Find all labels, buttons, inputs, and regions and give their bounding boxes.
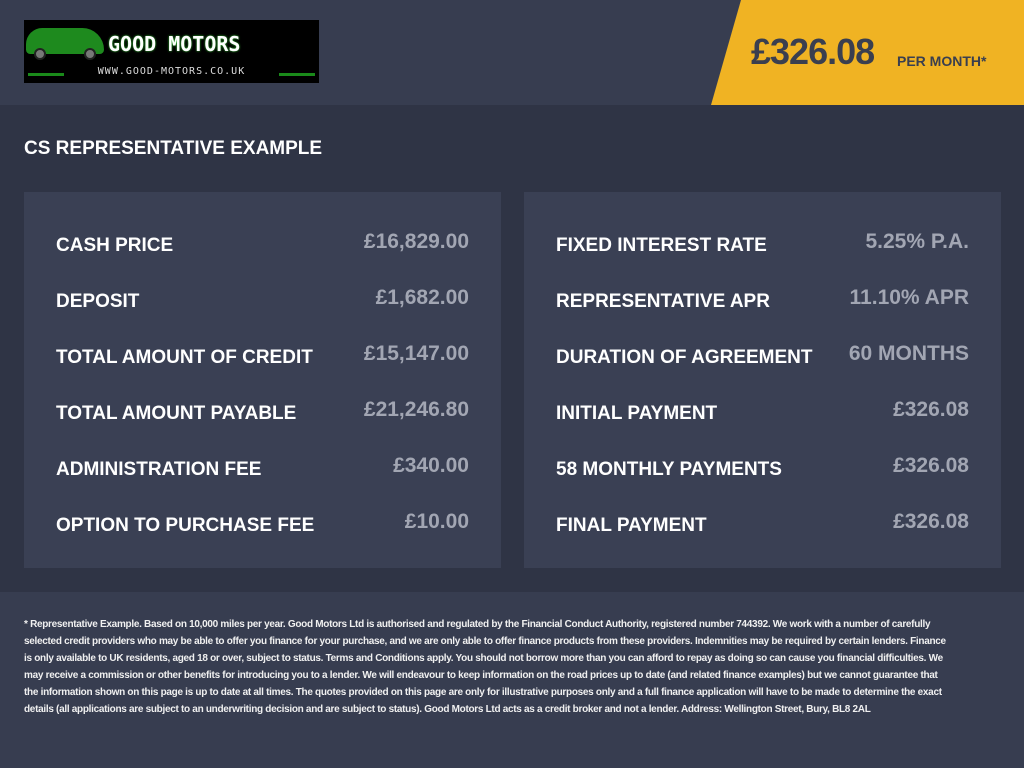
disclaimer-line: credit providers who may be able to offe…: [24, 636, 946, 664]
logo-divider: [279, 73, 315, 76]
row-value: £326.08: [893, 454, 969, 477]
row-value: £1,682.00: [375, 286, 469, 309]
row-label: FINAL PAYMENT: [556, 515, 707, 536]
finance-row: ADMINISTRATION FEE £340.00: [56, 438, 469, 494]
wheel-icon: [84, 48, 96, 60]
row-label: OPTION TO PURCHASE FEE: [56, 515, 315, 536]
monthly-price: £326.08: [751, 31, 875, 72]
logo-url: WWW.GOOD-MOTORS.CO.UK: [97, 66, 246, 77]
row-label: TOTAL AMOUNT PAYABLE: [56, 403, 297, 424]
row-value: 60 MONTHS: [848, 342, 969, 365]
row-value: £340.00: [393, 454, 469, 477]
row-value: £15,147.00: [363, 342, 469, 365]
section-title: CS REPRESENTATIVE EXAMPLE: [24, 138, 323, 159]
disclaimer-line: details (all applications are subject to…: [24, 704, 871, 715]
disclaimer-line: information shown on this page is up to …: [40, 687, 942, 698]
finance-row: REPRESENTATIVE APR 11.10% APR: [556, 270, 969, 326]
disclaimer-text: * Representative Example. Based on 10,00…: [24, 616, 954, 718]
good-motors-logo[interactable]: GOOD MOTORS WWW.GOOD-MOTORS.CO.UK: [24, 20, 319, 83]
row-label: DEPOSIT: [56, 291, 140, 312]
row-label: 58 MONTHLY PAYMENTS: [556, 459, 782, 480]
row-value: £326.08: [893, 398, 969, 421]
disclaimer-footer: * Representative Example. Based on 10,00…: [0, 592, 1024, 768]
finance-panel-right: FIXED INTEREST RATE 5.25% P.A. REPRESENTA…: [524, 192, 1001, 568]
finance-row: FIXED INTEREST RATE 5.25% P.A.: [556, 214, 969, 270]
disclaimer-line: * Representative Example. Based on 10,00…: [24, 619, 931, 647]
finance-row: FINAL PAYMENT £326.08: [556, 494, 969, 550]
logo-divider: [28, 73, 64, 76]
row-label: FIXED INTEREST RATE: [556, 235, 767, 256]
finance-row: OPTION TO PURCHASE FEE £10.00: [56, 494, 469, 550]
finance-row: DEPOSIT £1,682.00: [56, 270, 469, 326]
row-label: CASH PRICE: [56, 235, 174, 256]
row-label: TOTAL AMOUNT OF CREDIT: [56, 347, 313, 368]
row-value: £16,829.00: [363, 230, 469, 253]
monthly-price-banner: £326.08 PER MONTH*: [711, 0, 1024, 105]
row-label: DURATION OF AGREEMENT: [556, 347, 813, 368]
finance-panel-left: CASH PRICE £16,829.00 DEPOSIT £1,682.00 TO…: [24, 192, 501, 568]
header: GOOD MOTORS WWW.GOOD-MOTORS.CO.UK £326.0…: [0, 0, 1024, 105]
row-value: 11.10% APR: [849, 286, 969, 309]
finance-row: TOTAL AMOUNT PAYABLE £21,246.80: [56, 382, 469, 438]
row-value: £21,246.80: [363, 398, 469, 421]
row-value: £10.00: [404, 510, 469, 533]
row-value: £326.08: [893, 510, 969, 533]
finance-row: INITIAL PAYMENT £326.08: [556, 382, 969, 438]
logo-title: GOOD MOTORS: [108, 32, 241, 56]
wheel-icon: [34, 48, 46, 60]
disclaimer-line: available to UK residents, aged 18 or ov…: [24, 653, 943, 681]
row-value: 5.25% P.A.: [865, 230, 969, 253]
row-label: ADMINISTRATION FEE: [56, 459, 262, 480]
disclaimer-line: receive a commission or other benefits f…: [24, 670, 938, 698]
finance-row: DURATION OF AGREEMENT 60 MONTHS: [556, 326, 969, 382]
finance-row: CASH PRICE £16,829.00: [56, 214, 469, 270]
finance-row: 58 MONTHLY PAYMENTS £326.08: [556, 438, 969, 494]
per-month-label: PER MONTH*: [897, 53, 987, 69]
row-label: INITIAL PAYMENT: [556, 403, 718, 424]
finance-row: TOTAL AMOUNT OF CREDIT £15,147.00: [56, 326, 469, 382]
row-label: REPRESENTATIVE APR: [556, 291, 770, 312]
